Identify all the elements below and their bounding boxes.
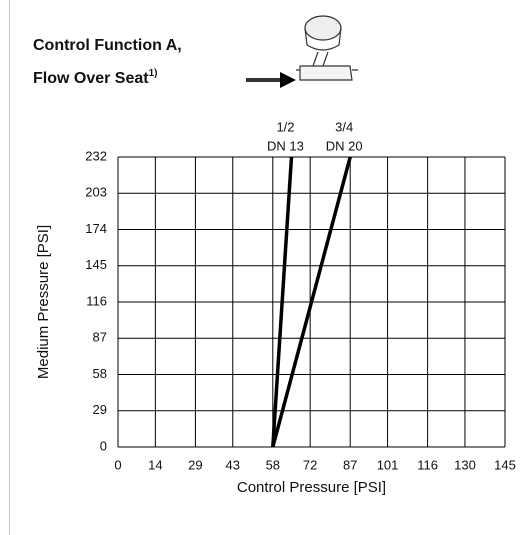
x-tick-label: 43 — [226, 457, 240, 472]
title-note: 1) — [149, 68, 158, 79]
x-tick-label: 101 — [377, 457, 399, 472]
y-tick-label: 174 — [85, 221, 107, 236]
x-tick-label: 0 — [114, 457, 121, 472]
x-tick-label: 87 — [343, 457, 357, 472]
x-tick-label: 58 — [266, 457, 280, 472]
chart-title: Control Function A, — [33, 37, 182, 54]
x-tick-label: 29 — [188, 457, 202, 472]
y-tick-label: 116 — [86, 293, 107, 308]
x-tick-label: 116 — [417, 457, 438, 472]
x-tick-label: 130 — [454, 457, 476, 472]
x-tick-label: 145 — [494, 457, 516, 472]
y-tick-label: 203 — [85, 185, 107, 200]
x-axis-title: Control Pressure [PSI] — [237, 479, 386, 496]
chart-title: Flow Over Seat1) — [33, 68, 158, 88]
series-label: 3/4 — [335, 119, 353, 134]
y-axis-title: Medium Pressure [PSI] — [35, 225, 52, 379]
chart-title-line: Flow Over Seat — [33, 70, 149, 87]
x-tick-label: 72 — [303, 457, 317, 472]
y-tick-label: 29 — [93, 402, 107, 417]
x-tick-label: 14 — [148, 457, 162, 472]
y-tick-label: 87 — [93, 330, 107, 345]
series-label: DN 20 — [326, 138, 363, 153]
series-label: 1/2 — [276, 119, 294, 134]
series-label: DN 13 — [267, 138, 304, 153]
y-tick-label: 58 — [93, 366, 107, 381]
y-tick-label: 0 — [100, 438, 107, 453]
chart: Control Function A, Flow Over Seat1) 0 29… — [0, 0, 532, 535]
y-tick-label: 145 — [85, 257, 107, 272]
y-tick-label: 232 — [85, 148, 107, 163]
